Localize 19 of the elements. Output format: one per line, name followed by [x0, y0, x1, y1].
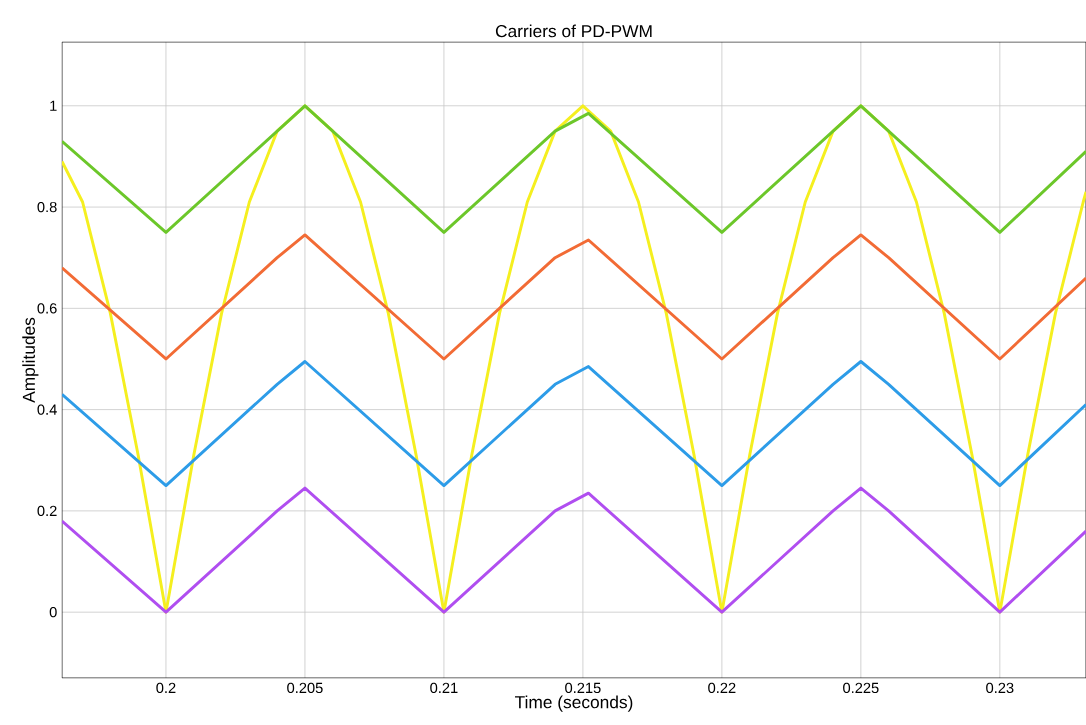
x-tick-label: 0.2 [156, 682, 176, 694]
y-tick-label: 0.4 [37, 404, 57, 415]
y-tick-label: 0.8 [37, 201, 57, 213]
line-series [62, 233, 1086, 361]
x-axis-title: Time (seconds) [515, 695, 633, 712]
x-tick-label: 0.205 [287, 682, 323, 694]
line-series [62, 486, 1086, 614]
y-tick-label: 0.2 [37, 505, 57, 517]
x-tick-label: 0.225 [843, 682, 879, 694]
x-tick-label: 0.23 [986, 682, 1014, 694]
x-tick-label: 0.21 [430, 682, 458, 694]
x-tick-label: 0.215 [565, 682, 601, 694]
y-tick-label: 0 [49, 606, 57, 618]
x-tick-label: 0.22 [708, 682, 736, 694]
y-axis-title: Amplitudes [22, 317, 39, 403]
chart-title: Carriers of PD-PWM [495, 24, 652, 38]
line-series [62, 360, 1086, 488]
y-tick-label: 0.6 [37, 303, 57, 314]
y-tick-label: 1 [50, 100, 57, 111]
